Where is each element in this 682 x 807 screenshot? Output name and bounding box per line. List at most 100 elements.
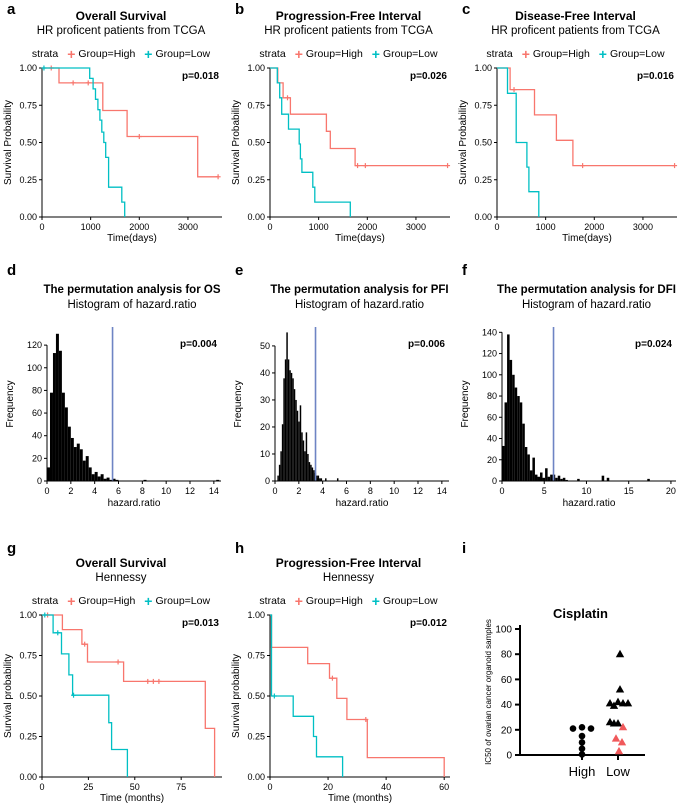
panel-title: The permutation analysis for OS — [43, 284, 221, 296]
svg-text:14: 14 — [209, 486, 219, 496]
panel-letter: a — [7, 1, 16, 18]
legend-title: strata — [31, 595, 59, 607]
panel-letter: h — [235, 540, 245, 557]
svg-text:40: 40 — [32, 431, 42, 441]
svg-text:hazard.ratio: hazard.ratio — [336, 498, 389, 509]
svg-text:Low: Low — [606, 764, 630, 779]
svg-text:p=0.026: p=0.026 — [410, 71, 447, 82]
legend-label: Group=Low — [609, 48, 665, 60]
svg-text:5: 5 — [542, 486, 547, 496]
legend-item-high: + Group=High — [521, 46, 590, 62]
panel-title: Disease-Free Interval — [515, 9, 636, 23]
svg-text:20: 20 — [501, 725, 513, 736]
svg-text:Frequency: Frequency — [460, 380, 471, 427]
svg-text:75: 75 — [176, 782, 186, 792]
histogram-pfi: 0 10 20 30 40 50 0 2 4 6 8 10 12 14 hazard.ratio Freque… — [233, 327, 449, 509]
svg-text:Survival Probability: Survival Probability — [458, 100, 469, 185]
svg-text:1.00: 1.00 — [19, 610, 37, 620]
legend-title: strata — [486, 48, 513, 60]
svg-text:2: 2 — [68, 486, 73, 496]
plus-marker-icon: + — [598, 46, 607, 62]
svg-text:3000: 3000 — [633, 222, 653, 232]
svg-text:2000: 2000 — [584, 222, 604, 232]
panel-title: The permutation analysis for DFI — [497, 284, 676, 296]
svg-text:50: 50 — [130, 782, 140, 792]
svg-text:8: 8 — [140, 486, 145, 496]
panel-e: e The permutation analysis for PFI Histo… — [228, 255, 455, 530]
svg-text:0: 0 — [39, 782, 44, 792]
figure-row-2: d The permutation analysis for OS Histog… — [0, 255, 682, 530]
legend-item-low: + Group=Low — [372, 594, 438, 608]
svg-text:0: 0 — [267, 782, 272, 792]
legend-item-low: + Group=Low — [598, 46, 665, 62]
svg-text:20: 20 — [487, 455, 497, 465]
plus-marker-icon: + — [144, 593, 153, 609]
svg-text:2000: 2000 — [357, 222, 377, 232]
svg-text:60: 60 — [487, 412, 497, 422]
svg-text:0.75: 0.75 — [474, 100, 492, 110]
svg-text:Frequency: Frequency — [233, 380, 244, 427]
svg-text:0: 0 — [44, 486, 49, 496]
svg-text:0.75: 0.75 — [19, 651, 37, 661]
svg-text:100: 100 — [27, 363, 42, 373]
legend-item-high: + Group=High — [295, 594, 363, 608]
svg-text:120: 120 — [482, 349, 497, 359]
panel-subtitle: Hennessy — [95, 572, 147, 584]
svg-text:0: 0 — [499, 486, 504, 496]
legend: strata + Group=High + Group=Low — [455, 46, 682, 62]
svg-text:80: 80 — [501, 650, 513, 661]
svg-text:0: 0 — [265, 476, 270, 486]
legend-label: Group=Low — [382, 48, 438, 60]
svg-text:10: 10 — [581, 486, 591, 496]
svg-text:2: 2 — [296, 486, 301, 496]
svg-text:20: 20 — [32, 453, 42, 463]
svg-text:0.75: 0.75 — [247, 100, 265, 110]
svg-text:p=0.016: p=0.016 — [637, 71, 674, 82]
km-plot-pfi-hennessy: 0.00 0.25 0.50 0.75 1.00 0 20 40 60 Time (months)… — [231, 610, 450, 804]
svg-text:20: 20 — [260, 422, 270, 432]
svg-text:80: 80 — [487, 391, 497, 401]
svg-text:Survival probability: Survival probability — [231, 654, 242, 738]
panel-title: Progression-Free Interval — [275, 556, 422, 570]
panel-i: i Cisplatin 0 20 40 60 80 100 High Low IC50 of ov… — [455, 530, 682, 807]
svg-text:15: 15 — [624, 486, 634, 496]
svg-text:20: 20 — [666, 486, 676, 496]
legend: strata + Group=High + Group=Low — [0, 593, 228, 609]
svg-text:80: 80 — [32, 385, 42, 395]
plus-marker-icon: + — [521, 46, 530, 62]
svg-text:60: 60 — [439, 782, 449, 792]
svg-text:30: 30 — [260, 395, 270, 405]
svg-text:p=0.012: p=0.012 — [410, 618, 447, 629]
legend-item-high: + Group=High — [67, 47, 135, 61]
svg-text:p=0.006: p=0.006 — [408, 339, 445, 350]
panel-letter: b — [235, 1, 245, 18]
svg-text:3000: 3000 — [406, 222, 426, 232]
svg-text:1.00: 1.00 — [247, 63, 265, 73]
legend-label: Group=High — [532, 48, 590, 60]
svg-text:Survival Probability: Survival Probability — [3, 100, 14, 185]
svg-text:Time(days): Time(days) — [107, 233, 157, 244]
panel-letter: d — [7, 262, 17, 279]
legend-label: Group=High — [305, 48, 363, 60]
panel-subtitle: HR proficent patients from TCGA — [491, 25, 660, 37]
svg-text:10: 10 — [260, 449, 270, 459]
svg-text:3000: 3000 — [178, 222, 198, 232]
svg-text:140: 140 — [482, 327, 497, 337]
svg-text:p=0.013: p=0.013 — [182, 618, 219, 629]
svg-text:Time (months): Time (months) — [100, 793, 164, 804]
svg-text:Time (months): Time (months) — [328, 793, 392, 804]
svg-text:0.75: 0.75 — [19, 100, 37, 110]
svg-text:0.25: 0.25 — [247, 732, 265, 742]
histogram-dfi: 0 20 40 60 80 100 120 140 0 5 10 15 20 hazard.ratio Fr… — [460, 327, 676, 509]
legend-label: Group=Low — [382, 595, 438, 607]
svg-text:p=0.004: p=0.004 — [180, 339, 217, 350]
panel-letter: i — [462, 540, 467, 557]
svg-text:10: 10 — [389, 486, 399, 496]
legend: strata + Group=High + Group=Low — [228, 593, 455, 609]
legend: strata + Group=High + Group=Low — [228, 46, 455, 62]
panel-title: The permutation analysis for PFI — [270, 284, 449, 296]
svg-text:8: 8 — [368, 486, 373, 496]
panel-h: h Progression-Free Interval Hennessy str… — [228, 530, 455, 807]
panel-a: a Overall Survival HR proficent patients… — [0, 0, 228, 255]
legend-label: Group=Low — [155, 595, 211, 607]
